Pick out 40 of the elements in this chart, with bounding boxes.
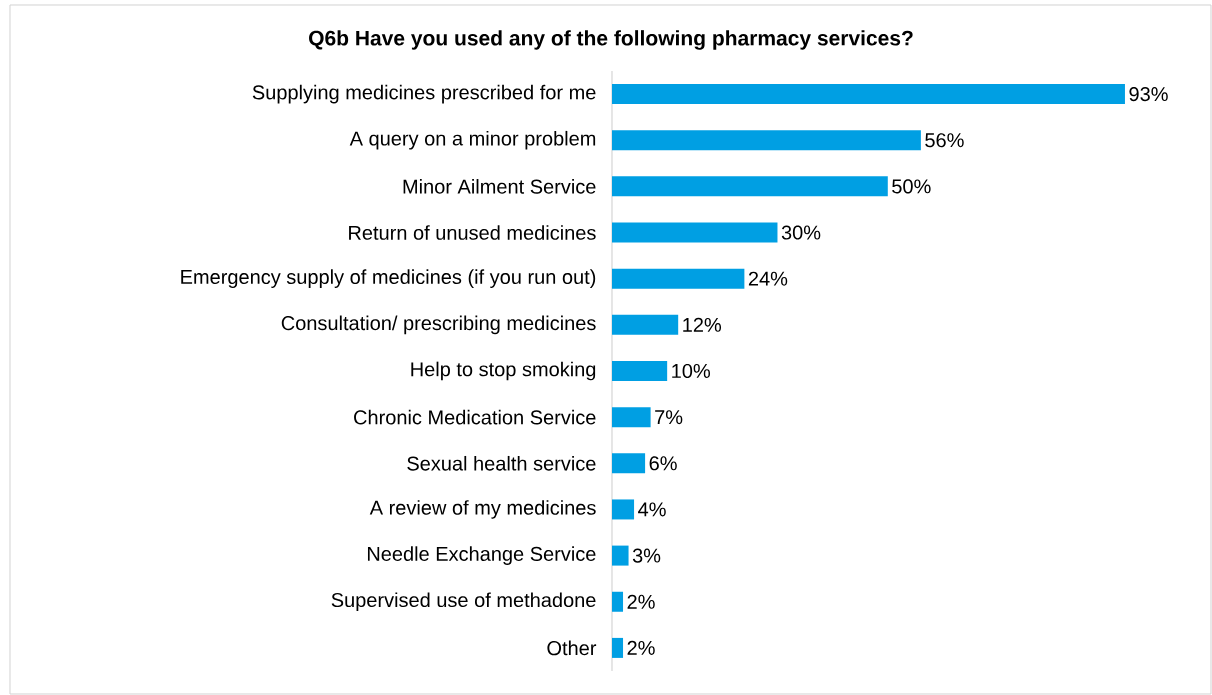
bar [612, 176, 888, 197]
data-label: 3% [632, 548, 661, 563]
y-tick-label: Return of unused medicines [349, 225, 596, 240]
bar [612, 314, 679, 335]
y-tick-label: A review of my medicines [369, 500, 596, 519]
y-tick-label: Supplying medicines prescribed for me [252, 84, 596, 104]
y-tick-label: Emergency supply of medicines (if you run out) [181, 269, 596, 289]
bar [612, 360, 668, 381]
bar [612, 130, 921, 151]
data-label: 12% [683, 317, 722, 332]
y-tick-label: Sexual health service [407, 455, 596, 471]
data-label: 2% [627, 640, 655, 655]
y-tick-label: Minor Ailment Service [403, 179, 596, 194]
data-label: 2% [627, 594, 655, 609]
data-label: 50% [892, 179, 931, 194]
data-label: 93% [1129, 86, 1168, 102]
y-tick-label: Supervised use of methadone [331, 592, 596, 612]
y-tick-label: Other [547, 640, 597, 656]
y-tick-label: A query on a minor problem [349, 130, 596, 150]
bar [612, 499, 635, 520]
bar [612, 222, 778, 243]
bar [612, 637, 624, 658]
bar [612, 268, 745, 289]
bar [612, 591, 624, 612]
y-tick-label: Chronic Medication Service [354, 409, 596, 425]
data-label: 24% [748, 271, 788, 286]
data-label: 7% [655, 410, 683, 425]
bar [612, 453, 646, 474]
data-label: 10% [672, 363, 710, 379]
data-label: 6% [649, 456, 677, 471]
y-tick-label: Consultation/ prescribing medicines [281, 315, 596, 335]
y-tick-label: Help to stop smoking [411, 361, 596, 381]
data-label: 56% [925, 133, 964, 148]
y-tick-label: Needle Exchange Service [367, 546, 596, 565]
chart-title: Q6b Have you used any of the following pharmacy services? [309, 30, 913, 50]
data-label: 4% [638, 502, 666, 517]
bar [612, 84, 1125, 105]
data-label: 30% [781, 225, 821, 240]
bar [612, 407, 651, 428]
bar [612, 545, 629, 566]
